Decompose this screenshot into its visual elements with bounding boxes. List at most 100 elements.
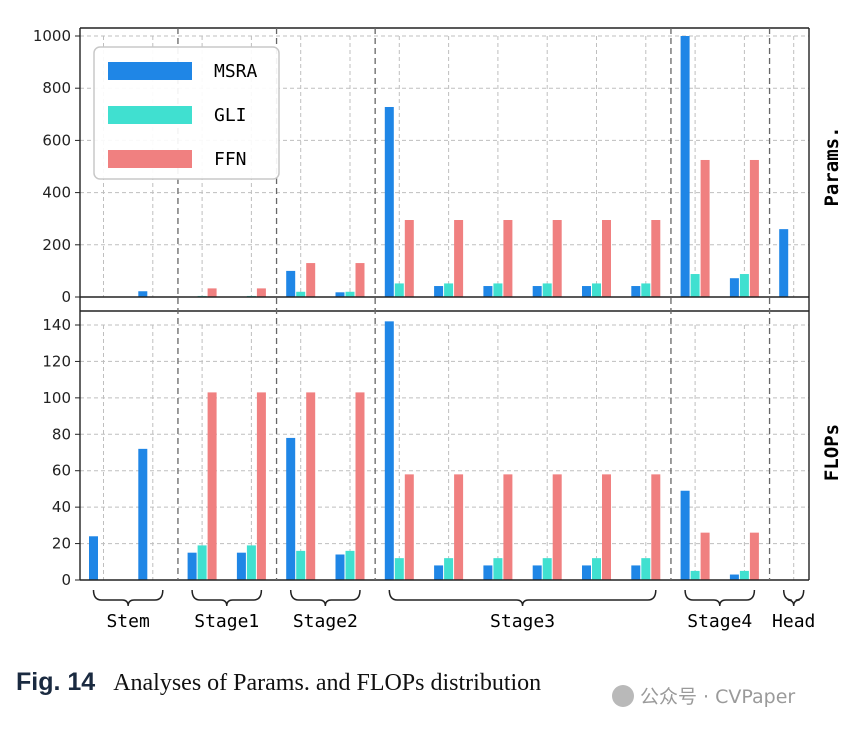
bar-msra bbox=[335, 292, 345, 297]
bar-gli bbox=[542, 283, 552, 297]
y-tick-label: 60 bbox=[52, 462, 71, 480]
stage-label: Head bbox=[772, 611, 815, 632]
bar-gli bbox=[296, 550, 306, 580]
bar-ffn bbox=[552, 220, 562, 297]
caption-label: Fig. 14 bbox=[16, 668, 96, 696]
bar-gli bbox=[493, 283, 503, 297]
bar-ffn bbox=[552, 474, 562, 580]
y-tick-label: 0 bbox=[61, 288, 71, 306]
bar-ffn bbox=[602, 220, 611, 297]
stage-brace bbox=[388, 589, 657, 607]
watermark-text: 公众号 · CVPaper bbox=[640, 686, 796, 708]
bar-ffn bbox=[355, 392, 365, 580]
stage-brace bbox=[684, 589, 756, 607]
bar-msra bbox=[187, 552, 197, 580]
bar-gli bbox=[394, 283, 404, 297]
stage-brace bbox=[191, 589, 263, 607]
y-tick-label: 800 bbox=[42, 79, 71, 97]
bar-msra bbox=[138, 291, 148, 297]
bar-msra bbox=[335, 554, 345, 580]
bar-ffn bbox=[404, 474, 414, 580]
stage-brace bbox=[92, 589, 164, 607]
bar-msra bbox=[532, 286, 542, 297]
bar-msra bbox=[384, 106, 394, 297]
stage-label: Stage2 bbox=[293, 611, 358, 632]
bar-ffn bbox=[749, 159, 759, 297]
bar-gli bbox=[641, 283, 651, 297]
bar-msra bbox=[631, 286, 641, 297]
bar-msra bbox=[434, 286, 444, 297]
bar-gli bbox=[394, 558, 404, 580]
wechat-icon bbox=[612, 685, 634, 707]
y-tick-label: 400 bbox=[42, 184, 71, 202]
bar-gli bbox=[197, 545, 207, 580]
bar-msra bbox=[779, 229, 789, 297]
bar-ffn bbox=[207, 288, 217, 297]
legend-label-ffn: FFN bbox=[214, 149, 247, 170]
bar-ffn bbox=[306, 392, 316, 580]
y-tick-label: 120 bbox=[42, 352, 71, 370]
y-tick-label: 20 bbox=[52, 535, 71, 553]
stage-label: Stage1 bbox=[194, 611, 259, 632]
bar-msra bbox=[483, 565, 493, 580]
y-axis-label: Params. bbox=[821, 126, 843, 206]
legend-swatch-gli bbox=[108, 106, 192, 124]
figure-caption: Fig. 14 Analyses of Params. and FLOPs dis… bbox=[16, 668, 541, 697]
y-tick-label: 80 bbox=[52, 425, 71, 443]
y-tick-label: 1000 bbox=[33, 27, 71, 45]
bar-gli bbox=[345, 291, 355, 297]
legend-label-gli: GLI bbox=[214, 105, 247, 126]
bar-gli bbox=[246, 545, 256, 580]
bar-ffn bbox=[700, 159, 710, 297]
bar-msra bbox=[729, 574, 739, 580]
y-tick-label: 0 bbox=[61, 571, 71, 589]
bar-msra bbox=[236, 552, 246, 580]
caption-text: Analyses of Params. and FLOPs distributi… bbox=[113, 670, 542, 696]
y-tick-label: 100 bbox=[42, 389, 71, 407]
bar-msra bbox=[582, 565, 591, 580]
bar-gli bbox=[690, 274, 700, 297]
bar-ffn bbox=[256, 288, 266, 297]
bar-gli bbox=[345, 550, 355, 580]
bar-ffn bbox=[256, 392, 266, 580]
bar-msra bbox=[680, 36, 690, 297]
stage-label: Stage4 bbox=[687, 611, 752, 632]
bar-ffn bbox=[454, 474, 464, 580]
y-tick-label: 600 bbox=[42, 131, 71, 149]
bar-gli bbox=[592, 283, 601, 297]
bar-gli bbox=[641, 558, 651, 580]
bar-msra bbox=[89, 536, 98, 580]
legend-label-msra: MSRA bbox=[214, 61, 258, 82]
bar-msra bbox=[729, 278, 739, 297]
bar-msra bbox=[434, 565, 444, 580]
bar-msra bbox=[286, 437, 296, 580]
bar-msra bbox=[532, 565, 542, 580]
bar-ffn bbox=[602, 474, 611, 580]
bar-ffn bbox=[454, 220, 464, 297]
bar-gli bbox=[690, 570, 700, 580]
bar-ffn bbox=[306, 263, 316, 297]
bar-ffn bbox=[651, 474, 661, 580]
bar-msra bbox=[582, 286, 591, 297]
bar-ffn bbox=[503, 474, 513, 580]
legend-swatch-ffn bbox=[108, 150, 192, 168]
y-tick-label: 200 bbox=[42, 236, 71, 254]
stage-brace bbox=[782, 589, 805, 607]
bar-gli bbox=[493, 558, 503, 580]
bar-ffn bbox=[207, 392, 217, 580]
bar-ffn bbox=[651, 220, 661, 297]
bar-gli bbox=[444, 558, 454, 580]
bar-gli bbox=[592, 558, 601, 580]
bar-msra bbox=[483, 286, 493, 297]
y-tick-label: 40 bbox=[52, 498, 71, 516]
bar-ffn bbox=[700, 532, 710, 580]
stage-brace bbox=[289, 589, 361, 607]
bar-msra bbox=[286, 270, 296, 297]
bar-ffn bbox=[503, 220, 513, 297]
bar-gli bbox=[739, 570, 749, 580]
bar-msra bbox=[138, 448, 148, 580]
bar-ffn bbox=[355, 263, 365, 297]
legend-swatch-msra bbox=[108, 62, 192, 80]
bar-gli bbox=[542, 558, 552, 580]
